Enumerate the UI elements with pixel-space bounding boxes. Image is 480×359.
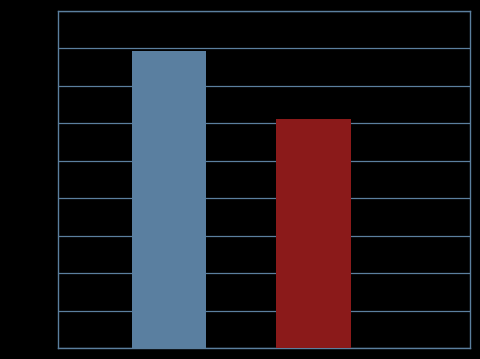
- Bar: [276, 119, 351, 348]
- Bar: [132, 51, 206, 348]
